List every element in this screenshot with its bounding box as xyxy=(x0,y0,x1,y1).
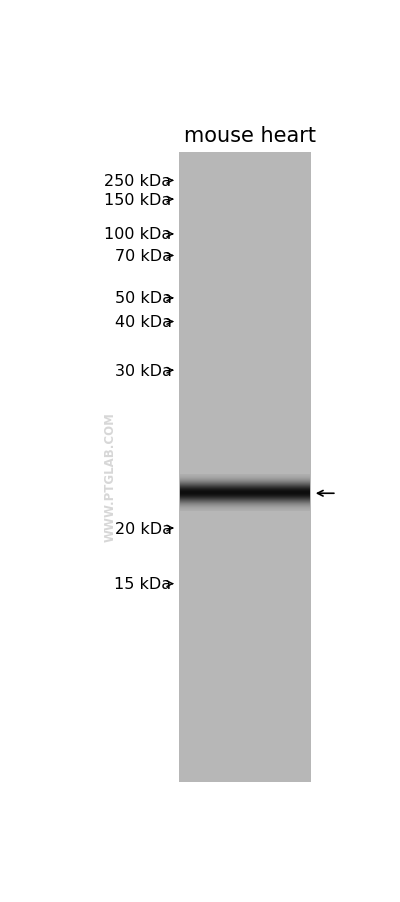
Text: 100 kDa: 100 kDa xyxy=(104,227,172,242)
Text: mouse heart: mouse heart xyxy=(184,125,316,145)
Text: 20 kDa: 20 kDa xyxy=(114,521,172,536)
Text: 30 kDa: 30 kDa xyxy=(115,364,172,378)
Text: 15 kDa: 15 kDa xyxy=(114,576,172,592)
Text: 50 kDa: 50 kDa xyxy=(114,291,172,306)
Text: 150 kDa: 150 kDa xyxy=(104,192,172,207)
Text: WWW.PTGLAB.COM: WWW.PTGLAB.COM xyxy=(104,411,117,541)
Text: 250 kDa: 250 kDa xyxy=(104,174,172,189)
Text: 70 kDa: 70 kDa xyxy=(114,249,172,263)
Text: 40 kDa: 40 kDa xyxy=(114,315,172,329)
